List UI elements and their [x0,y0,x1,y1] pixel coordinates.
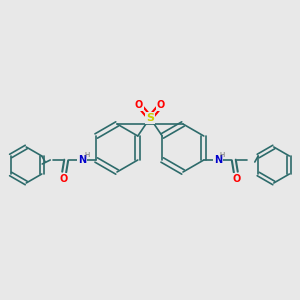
Text: H: H [85,152,90,158]
Text: H: H [219,152,224,158]
Text: O: O [59,174,67,184]
Text: N: N [78,155,86,165]
Text: O: O [135,100,143,110]
Text: O: O [233,174,241,184]
Text: S: S [146,113,154,123]
Text: N: N [214,155,222,165]
Text: O: O [157,100,165,110]
